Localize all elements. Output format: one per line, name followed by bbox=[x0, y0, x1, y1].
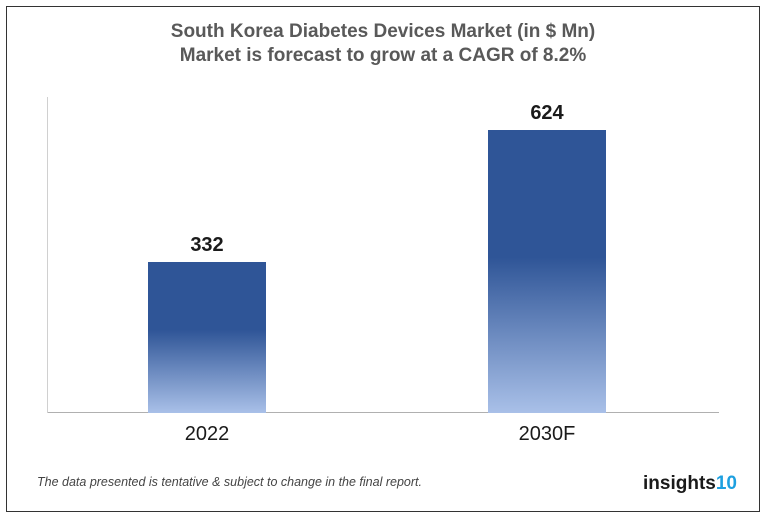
bar-value-label: 624 bbox=[488, 102, 606, 125]
brand-logo: insights10 bbox=[643, 473, 737, 495]
chart-plot-area: 332 2022 624 2030F bbox=[47, 97, 719, 413]
x-axis-label-2030f: 2030F bbox=[488, 413, 606, 446]
chart-title: South Korea Diabetes Devices Market (in … bbox=[7, 7, 759, 67]
title-line-1: South Korea Diabetes Devices Market (in … bbox=[7, 21, 759, 43]
x-axis-label-2022: 2022 bbox=[148, 413, 266, 446]
footnote-text: The data presented is tentative & subjec… bbox=[37, 475, 422, 489]
logo-suffix: 10 bbox=[716, 473, 737, 494]
chart-frame: South Korea Diabetes Devices Market (in … bbox=[6, 6, 760, 512]
bar-2022: 332 bbox=[148, 262, 266, 413]
bar-2030f: 624 bbox=[488, 130, 606, 413]
bar-value-label: 332 bbox=[148, 234, 266, 257]
title-line-2: Market is forecast to grow at a CAGR of … bbox=[7, 45, 759, 67]
logo-prefix: insights bbox=[643, 473, 716, 494]
